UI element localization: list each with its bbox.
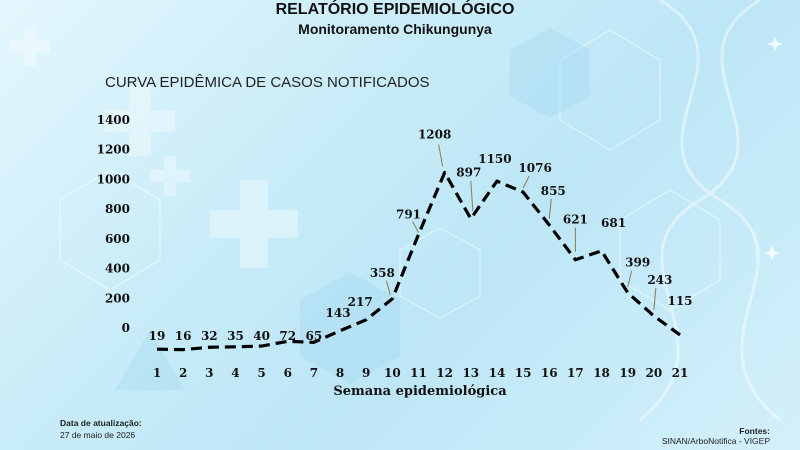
medical-cross-icon — [10, 26, 50, 66]
y-tick-label: 0 — [122, 321, 130, 335]
data-label: 621 — [563, 213, 588, 227]
data-label-leader — [412, 221, 419, 233]
data-label: 16 — [175, 329, 192, 343]
series-cases — [156, 170, 681, 352]
x-tick-label: 2 — [179, 366, 187, 380]
x-axis-label: Semana epidemiológica — [333, 384, 507, 399]
data-label-leader — [438, 144, 444, 167]
data-label: 399 — [625, 256, 650, 270]
x-tick-label: 10 — [384, 366, 401, 380]
medical-cross-icon — [150, 156, 190, 196]
data-label: 855 — [541, 184, 566, 198]
data-label: 217 — [348, 295, 373, 309]
series-line — [156, 170, 681, 352]
medical-cross-icon — [210, 180, 298, 268]
data-label-leader — [548, 198, 552, 220]
report-subtitle: Monitoramento Chikungunya — [298, 21, 492, 37]
medical-cross-icon — [105, 86, 175, 156]
triangle-shape — [115, 330, 185, 390]
x-tick-label: 18 — [593, 366, 610, 380]
x-tick-label: 8 — [336, 366, 344, 380]
data-label: 791 — [396, 207, 421, 221]
report-title: RELATÓRIO EPIDEMIOLÓGICO — [275, 1, 515, 18]
data-label: 35 — [227, 329, 244, 343]
y-tick-label: 200 — [105, 291, 130, 305]
hexagon-shape — [619, 189, 721, 311]
data-label-leader — [522, 175, 530, 189]
data-label: 72 — [279, 329, 296, 343]
sparkle-icon — [764, 245, 780, 261]
x-tick-label: 5 — [257, 366, 265, 380]
x-tick-label: 19 — [619, 366, 636, 380]
y-tick-label: 400 — [105, 262, 130, 276]
hexagon-shape — [510, 28, 590, 118]
data-label: 681 — [601, 216, 626, 230]
data-label: 1208 — [418, 128, 451, 142]
x-axis: 1 2 3 4 5 6 7 8 9 10 11 12 13 14 15 16 17 18 19 20 21 — [153, 366, 689, 380]
data-label: 1150 — [478, 152, 511, 166]
y-tick-label: 800 — [105, 202, 130, 216]
data-label-leader — [627, 270, 633, 287]
y-tick-label: 1200 — [97, 143, 130, 157]
hexagon-shape — [59, 169, 161, 291]
data-label: 243 — [647, 273, 672, 287]
data-label-leader — [470, 180, 474, 211]
data-label: 65 — [306, 329, 323, 343]
data-label: 358 — [370, 266, 395, 280]
data-label: 19 — [149, 329, 166, 343]
data-label-leader — [385, 280, 391, 295]
x-tick-label: 13 — [462, 366, 479, 380]
dna-helix-decoration — [639, 0, 781, 422]
x-tick-label: 1 — [153, 366, 161, 380]
chart-title: CURVA EPIDÊMICA DE CASOS NOTIFICADOS — [105, 74, 430, 91]
y-axis: 0 200 400 600 800 1000 1200 1400 — [97, 113, 130, 335]
x-tick-label: 21 — [672, 366, 689, 380]
data-label: 1076 — [518, 161, 551, 175]
x-tick-label: 9 — [362, 366, 370, 380]
hexagon-shape — [559, 29, 661, 151]
data-label: 897 — [456, 166, 481, 180]
x-tick-label: 7 — [310, 366, 318, 380]
x-tick-label: 11 — [410, 366, 427, 380]
sources-label: Fontes: — [739, 426, 770, 436]
x-tick-label: 16 — [541, 366, 558, 380]
data-label: 40 — [253, 329, 270, 343]
data-label-leader — [653, 287, 657, 310]
x-tick-label: 12 — [436, 366, 453, 380]
x-tick-label: 6 — [284, 366, 292, 380]
x-tick-label: 14 — [489, 366, 506, 380]
x-tick-label: 17 — [567, 366, 584, 380]
y-tick-label: 1000 — [97, 172, 130, 186]
x-tick-label: 15 — [515, 366, 532, 380]
update-date: 27 de maio de 2026 — [60, 430, 136, 440]
sources-text: SINAN/ArboNotifica - VIGEP — [661, 436, 770, 446]
update-label: Data de atualização: — [60, 418, 142, 428]
data-label: 115 — [667, 294, 692, 308]
x-tick-label: 20 — [645, 366, 662, 380]
x-tick-label: 4 — [231, 366, 239, 380]
y-tick-label: 1400 — [97, 113, 130, 127]
x-tick-label: 3 — [205, 366, 213, 380]
sparkle-icon — [767, 36, 783, 52]
hexagon-shape — [399, 227, 481, 319]
y-tick-label: 600 — [105, 232, 130, 246]
data-label: 143 — [326, 306, 351, 320]
data-label: 32 — [201, 329, 218, 343]
